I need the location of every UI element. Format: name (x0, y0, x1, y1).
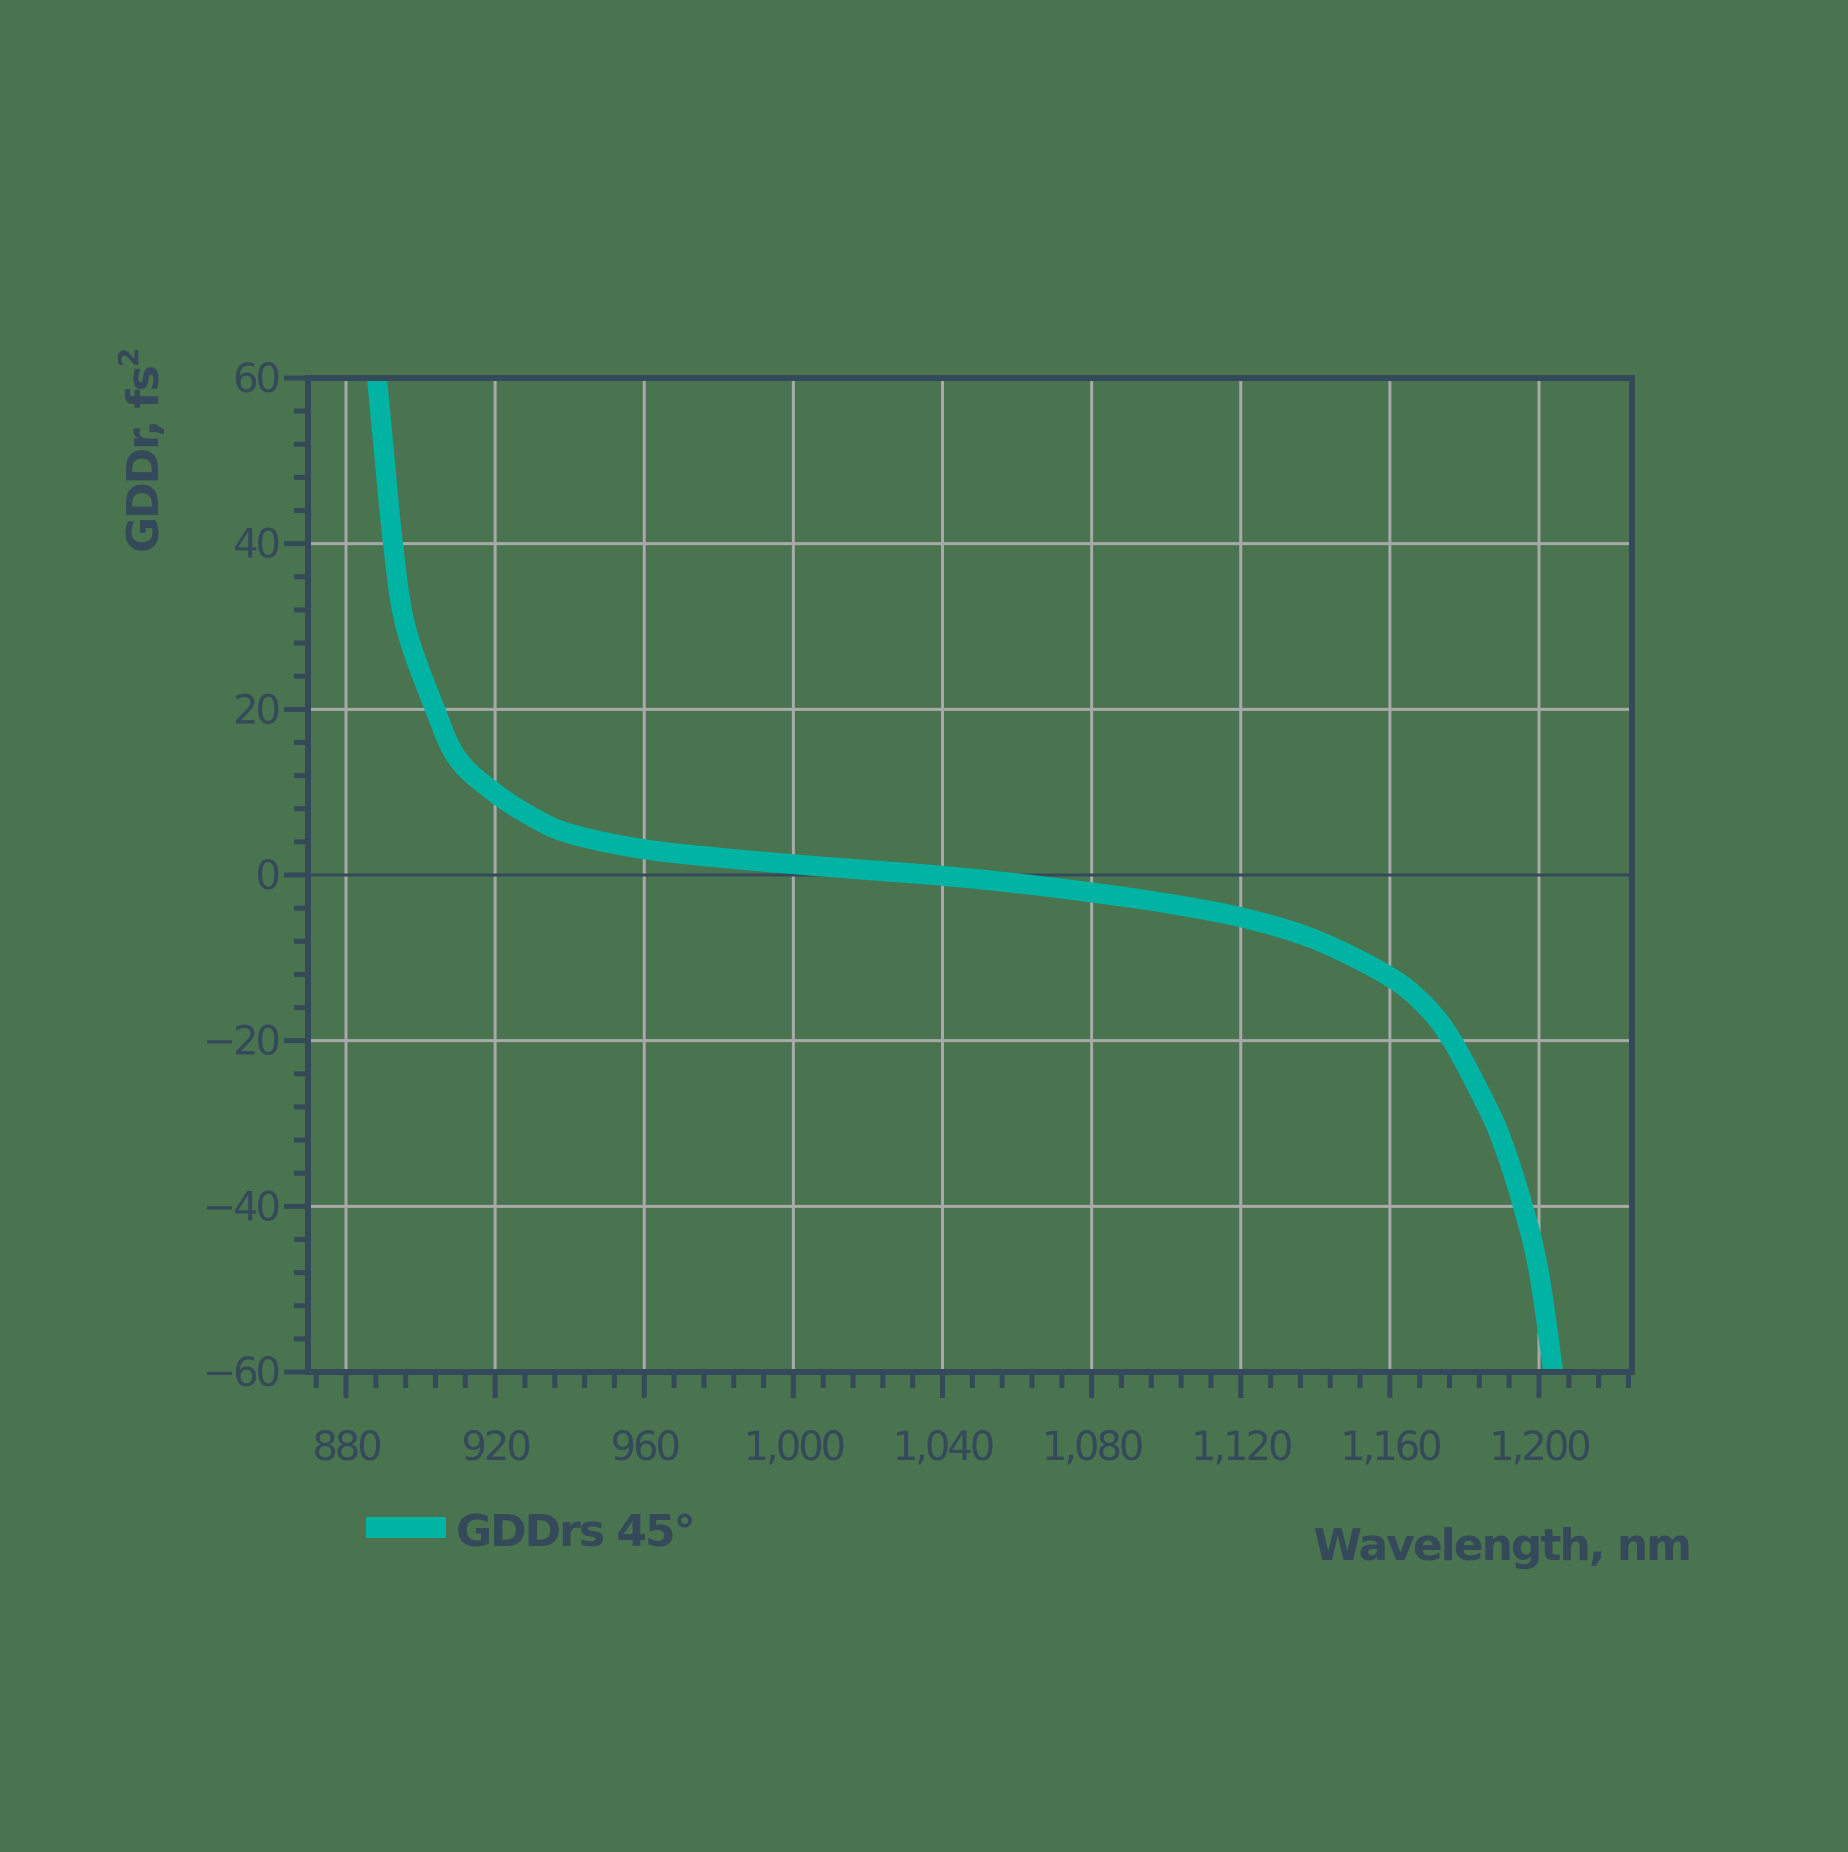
x-axis-title: Wavelength, nm (1314, 1520, 1691, 1571)
y-axis-title: GDDr, fs2 (112, 349, 169, 553)
y-tick-label: 20 (233, 687, 278, 733)
svg-text:GDDr, fs2: GDDr, fs2 (112, 349, 169, 553)
y-tick-label: 60 (233, 356, 278, 402)
y-axis-title-superscript: 2 (112, 349, 145, 367)
y-axis-ticks: 60 40 20 0 −20 −40 −60 (203, 356, 308, 1396)
legend: GDDrs 45° (366, 1506, 696, 1557)
x-tick-label: 1,080 (1042, 1424, 1142, 1470)
y-tick-label: 0 (256, 853, 279, 899)
legend-label: GDDrs 45° (456, 1506, 694, 1557)
x-axis-ticks: 880 920 960 1,000 1,040 1,080 1,120 1,160 1,200 (312, 1372, 1631, 1470)
x-tick-label: 1,000 (744, 1424, 844, 1470)
y-tick-label: −20 (203, 1019, 279, 1065)
x-tick-label: 1,200 (1489, 1424, 1589, 1470)
legend-swatch (366, 1517, 446, 1538)
series-gddrs-45 (366, 378, 1564, 1372)
y-tick-label: 40 (233, 522, 278, 568)
x-tick-label: 880 (312, 1424, 380, 1470)
x-tick-label: 1,120 (1191, 1424, 1291, 1470)
x-tick-label: 960 (611, 1424, 679, 1470)
curve-line (366, 378, 1564, 1372)
x-tick-label: 920 (461, 1424, 529, 1470)
y-tick-label: −60 (203, 1350, 279, 1396)
x-tick-label: 1,040 (893, 1424, 993, 1470)
y-axis-title-text: GDDr, fs (118, 366, 169, 553)
y-tick-label: −40 (203, 1184, 279, 1230)
x-tick-label: 1,160 (1340, 1424, 1440, 1470)
